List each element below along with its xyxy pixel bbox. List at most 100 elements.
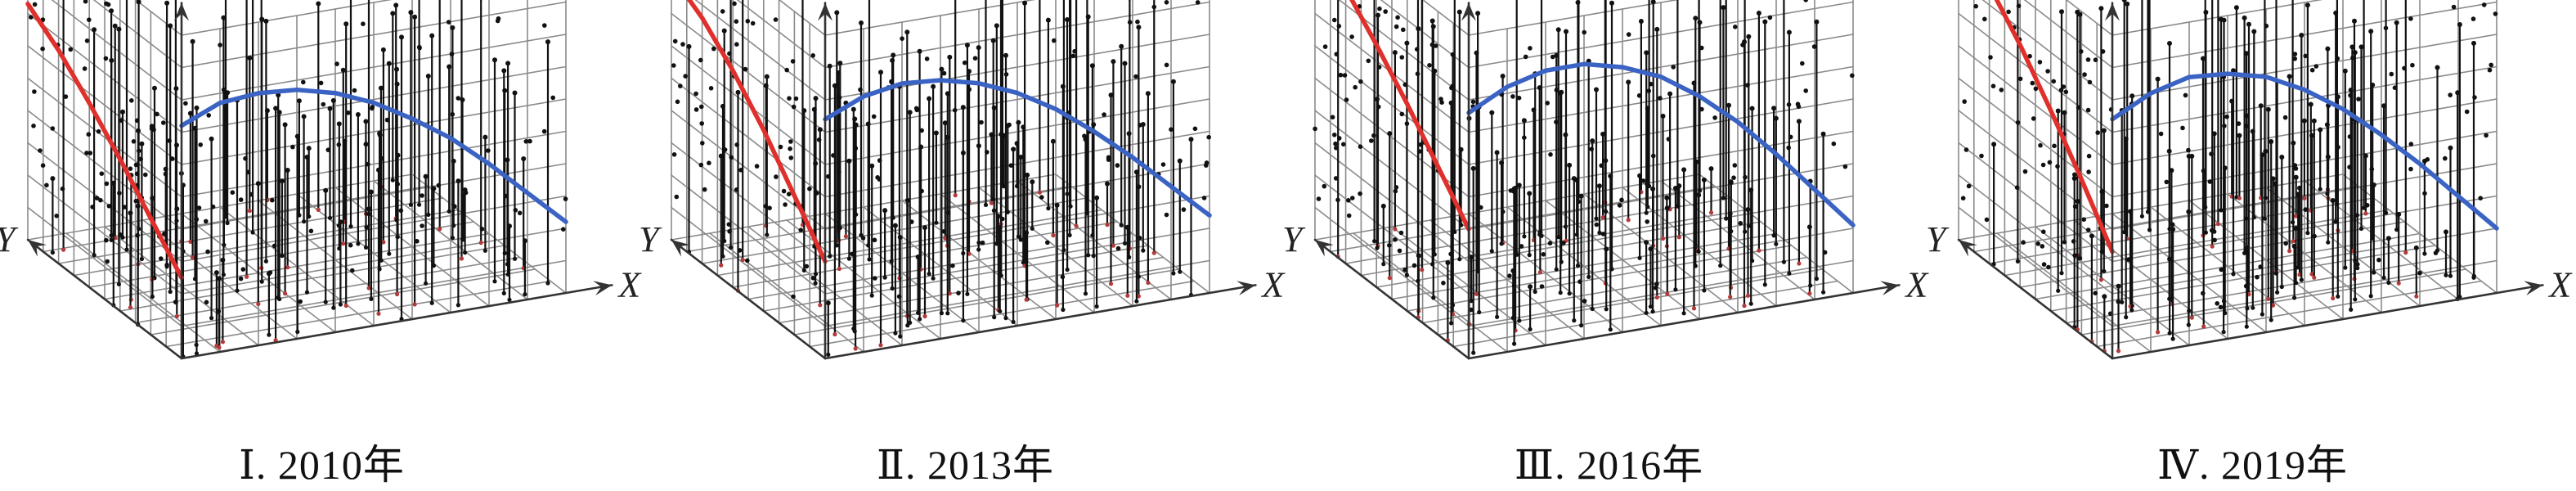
data-point: [307, 146, 312, 151]
xz-projection-point: [2356, 97, 2361, 101]
data-point-base: [348, 224, 352, 228]
data-point-base: [245, 275, 249, 279]
data-point-base: [395, 292, 399, 296]
data-point: [832, 83, 837, 88]
data-point-base: [802, 268, 806, 273]
data-point-base: [1141, 249, 1145, 253]
data-point: [2368, 29, 2373, 34]
data-point: [259, 17, 264, 22]
yz-projection-point: [123, 205, 128, 209]
xz-projection-point: [1796, 101, 1801, 106]
xz-projection-point: [268, 270, 273, 275]
yz-projection-point: [2086, 57, 2091, 62]
data-point-base: [1645, 211, 1649, 215]
yz-projection-point: [1405, 121, 1410, 126]
xz-projection-point: [1743, 175, 1748, 180]
data-point-base: [2448, 274, 2453, 278]
data-point: [408, 10, 413, 15]
data-point-base: [1393, 227, 1397, 231]
data-point: [1061, 84, 1066, 89]
yz-projection-point: [1343, 73, 1348, 78]
data-point-base: [2266, 297, 2270, 301]
yz-projection-point: [137, 149, 141, 154]
data-point: [1650, 187, 1655, 191]
yz-projection-point: [2006, 10, 2011, 15]
data-point: [927, 97, 931, 101]
yz-projection-point: [151, 128, 156, 133]
xz-projection-point: [2292, 56, 2297, 61]
xz-projection-point: [1193, 127, 1198, 132]
xz-projection-point: [831, 153, 836, 158]
yz-projection-point: [104, 238, 109, 243]
data-point-base: [1061, 308, 1065, 312]
data-point-base: [2116, 349, 2120, 353]
xz-projection-point: [963, 61, 967, 65]
xz-projection-point: [197, 205, 202, 210]
data-point: [316, 2, 321, 7]
yz-projection-point: [61, 187, 65, 191]
xz-projection-point: [2384, 26, 2389, 31]
data-point: [1003, 53, 1008, 58]
data-point: [343, 21, 348, 26]
data-point: [801, 108, 806, 113]
data-point: [2343, 69, 2348, 74]
data-point-base: [1495, 315, 1499, 319]
data-point-base: [2056, 289, 2060, 293]
data-point: [853, 146, 858, 151]
data-point: [2244, 124, 2249, 128]
data-point: [323, 188, 328, 193]
data-point-base: [2359, 227, 2363, 231]
data-point-base: [424, 282, 428, 286]
xz-projection-point: [272, 244, 277, 249]
xz-projection-point: [1619, 198, 1624, 203]
data-point: [545, 39, 550, 44]
yz-projection-point: [720, 9, 725, 14]
xz-projection-point: [1165, 213, 1169, 218]
xz-projection-point: [2222, 124, 2227, 128]
xz-projection-point: [1479, 205, 1483, 210]
data-point: [2352, 19, 2357, 24]
data-point: [399, 34, 404, 39]
data-point: [1721, 5, 1726, 10]
xz-projection-point: [858, 88, 863, 92]
data-point-base: [1682, 311, 1686, 315]
xz-projection-point: [352, 88, 357, 93]
yz-projection-point: [2015, 185, 2020, 190]
xz-projection-point: [2408, 16, 2413, 21]
data-point-base: [1084, 291, 1088, 295]
xz-projection-point: [2258, 264, 2263, 269]
yz-projection-point: [132, 139, 137, 144]
yz-projection-point: [1427, 63, 1432, 68]
panel-2016: ZXY Ⅲ. 2016年: [1287, 0, 1931, 488]
xz-projection-point: [385, 118, 390, 123]
data-point-base: [2210, 245, 2215, 249]
data-point: [1702, 178, 1707, 182]
data-point-base: [1763, 282, 1767, 286]
data-point-base: [1579, 323, 1583, 327]
yz-projection-point: [1985, 218, 1990, 223]
yz-projection-point: [2031, 81, 2035, 86]
xz-projection-point: [561, 227, 566, 232]
xz-projection-point: [218, 43, 222, 47]
data-point: [1489, 110, 1494, 115]
yz-projection-point: [2052, 144, 2057, 149]
yz-projection-point: [2040, 244, 2045, 249]
data-point: [377, 131, 382, 136]
data-point-base: [61, 248, 65, 252]
z-axis-label: Z: [167, 0, 187, 5]
data-point: [1445, 260, 1450, 265]
xz-projection-point: [361, 21, 366, 26]
data-point-base: [2280, 285, 2284, 289]
data-point: [195, 106, 200, 110]
data-point-base: [331, 306, 335, 310]
data-point-base: [128, 305, 132, 309]
data-point: [2292, 244, 2297, 249]
yz-projection-point: [2072, 173, 2077, 178]
data-point-base: [1673, 287, 1677, 291]
xz-projection-point: [1540, 284, 1545, 289]
yz-projection-point: [155, 112, 159, 117]
data-point-base: [1533, 290, 1537, 294]
xz-projection-point: [480, 227, 485, 232]
xz-projection-point: [1517, 96, 1522, 101]
data-point-base: [2292, 295, 2296, 300]
